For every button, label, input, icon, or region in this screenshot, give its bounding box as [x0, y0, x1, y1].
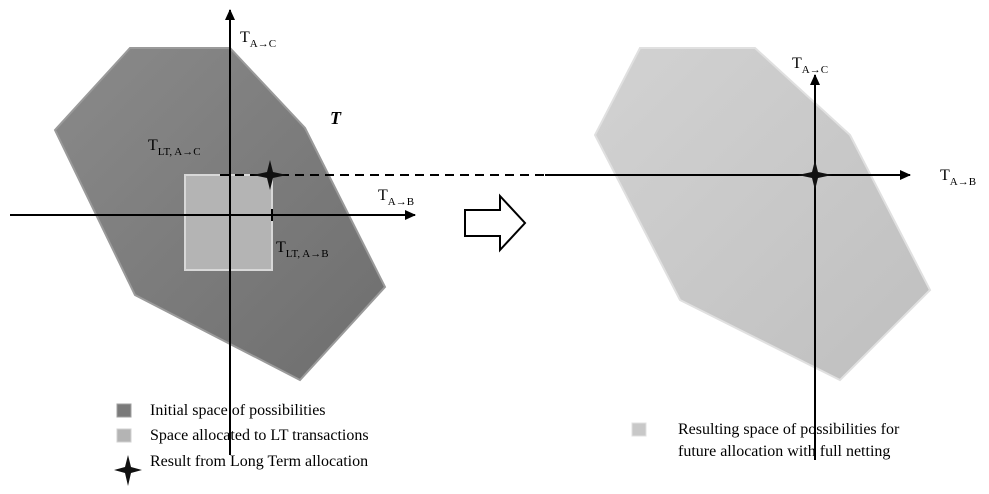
lt-label: TLT, A→B	[276, 239, 329, 260]
resulting-space	[593, 47, 932, 382]
axis-label: TA→C	[240, 29, 276, 50]
lt-result-star	[253, 160, 287, 190]
legend-text: Result from Long Term allocation	[150, 453, 368, 470]
transition-arrow	[464, 193, 527, 253]
legend-icon	[631, 422, 647, 437]
legend-text: future allocation with full netting	[678, 443, 890, 460]
legend-icon	[116, 428, 132, 443]
axis-label: TA→C	[792, 55, 828, 76]
lt-label: TLT, A→C	[148, 137, 201, 158]
space-label: T	[330, 108, 342, 128]
lt-space	[184, 174, 273, 271]
legend-icon	[114, 455, 142, 486]
result-star	[798, 160, 832, 190]
axis-label: TA→B	[940, 167, 976, 188]
legend-icon	[116, 403, 132, 418]
axis-label: TA→B	[378, 187, 414, 208]
legend-text: Initial space of possibilities	[150, 402, 326, 419]
legend-text: Resulting space of possibilities for	[678, 421, 900, 438]
legend-text: Space allocated to LT transactions	[150, 427, 369, 444]
